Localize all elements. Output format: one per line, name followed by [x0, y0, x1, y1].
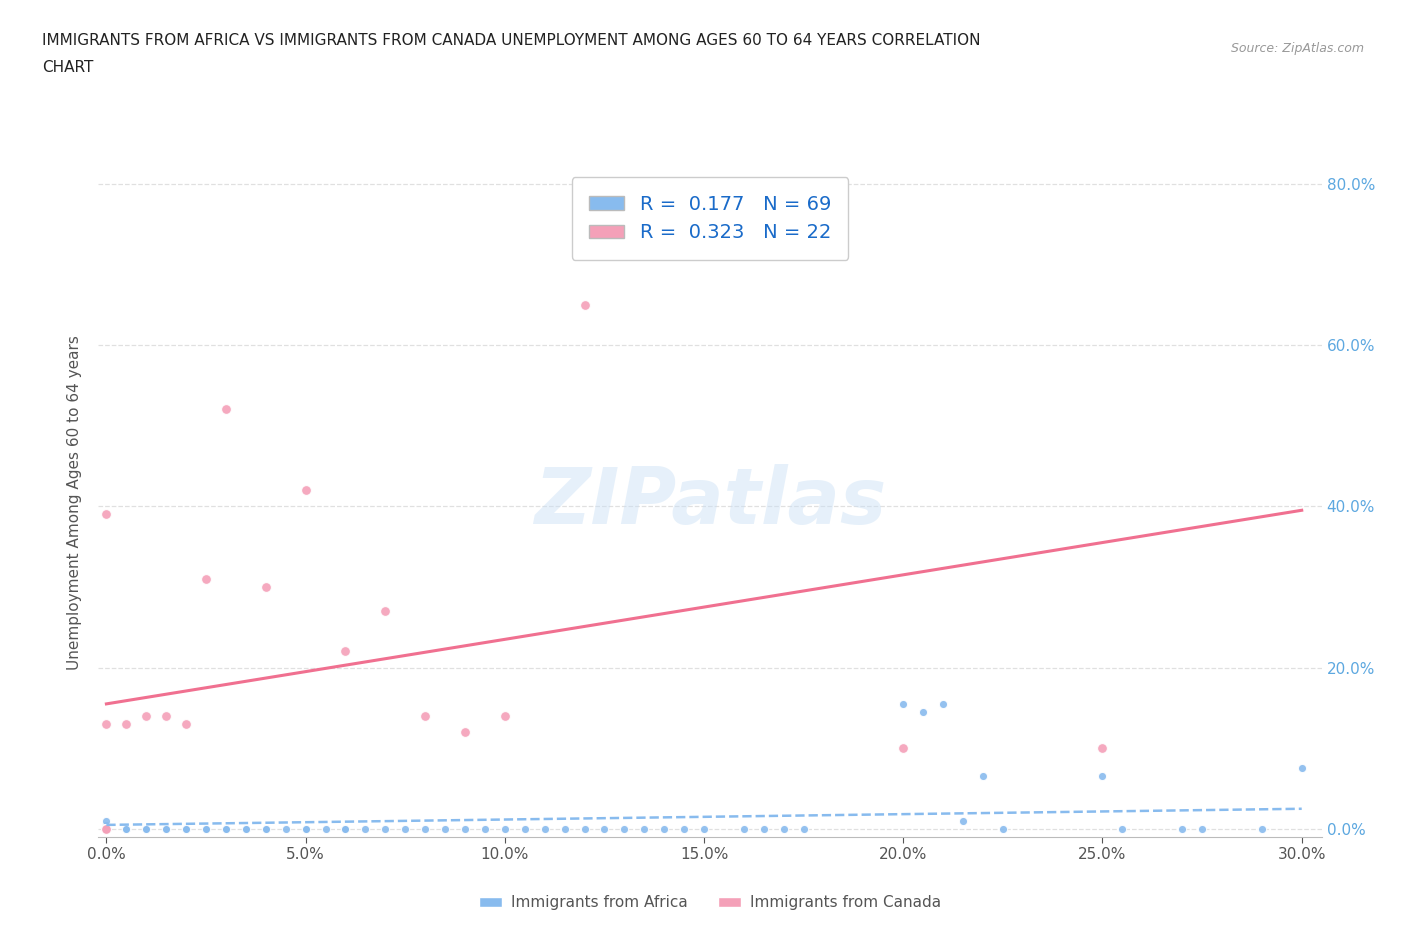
- Point: [454, 821, 477, 836]
- Point: [1250, 821, 1272, 836]
- Point: [294, 821, 316, 836]
- Point: [652, 821, 675, 836]
- Point: [932, 697, 955, 711]
- Point: [294, 483, 316, 498]
- Text: CHART: CHART: [42, 60, 94, 75]
- Point: [115, 821, 138, 836]
- Point: [96, 817, 118, 832]
- Point: [1171, 821, 1194, 836]
- Point: [513, 821, 536, 836]
- Point: [96, 817, 118, 832]
- Point: [394, 821, 416, 836]
- Point: [593, 821, 616, 836]
- Point: [174, 821, 197, 836]
- Point: [474, 821, 496, 836]
- Point: [891, 697, 914, 711]
- Point: [374, 604, 396, 618]
- Point: [155, 709, 177, 724]
- Legend: Immigrants from Africa, Immigrants from Canada: Immigrants from Africa, Immigrants from …: [472, 889, 948, 916]
- Point: [96, 821, 118, 836]
- Point: [96, 821, 118, 836]
- Point: [115, 717, 138, 732]
- Point: [174, 821, 197, 836]
- Point: [96, 821, 118, 836]
- Point: [155, 821, 177, 836]
- Point: [96, 507, 118, 522]
- Point: [96, 717, 118, 732]
- Point: [494, 709, 516, 724]
- Point: [215, 402, 238, 417]
- Point: [135, 709, 157, 724]
- Point: [215, 821, 238, 836]
- Point: [1091, 769, 1114, 784]
- Point: [254, 821, 277, 836]
- Point: [772, 821, 794, 836]
- Point: [574, 821, 596, 836]
- Y-axis label: Unemployment Among Ages 60 to 64 years: Unemployment Among Ages 60 to 64 years: [67, 335, 83, 670]
- Point: [335, 821, 357, 836]
- Point: [952, 814, 974, 829]
- Point: [533, 821, 555, 836]
- Point: [374, 821, 396, 836]
- Point: [96, 821, 118, 836]
- Point: [693, 821, 716, 836]
- Point: [315, 821, 337, 836]
- Point: [574, 297, 596, 312]
- Point: [294, 821, 316, 836]
- Point: [633, 821, 655, 836]
- Text: ZIPatlas: ZIPatlas: [534, 464, 886, 540]
- Point: [96, 821, 118, 836]
- Point: [115, 821, 138, 836]
- Point: [1191, 821, 1213, 836]
- Point: [195, 821, 218, 836]
- Point: [174, 821, 197, 836]
- Point: [115, 821, 138, 836]
- Point: [235, 821, 257, 836]
- Point: [454, 724, 477, 739]
- Point: [215, 821, 238, 836]
- Point: [972, 769, 994, 784]
- Point: [215, 821, 238, 836]
- Point: [254, 821, 277, 836]
- Point: [673, 821, 696, 836]
- Point: [1111, 821, 1133, 836]
- Text: IMMIGRANTS FROM AFRICA VS IMMIGRANTS FROM CANADA UNEMPLOYMENT AMONG AGES 60 TO 6: IMMIGRANTS FROM AFRICA VS IMMIGRANTS FRO…: [42, 33, 980, 47]
- Point: [1091, 741, 1114, 756]
- Text: Source: ZipAtlas.com: Source: ZipAtlas.com: [1230, 42, 1364, 55]
- Point: [274, 821, 297, 836]
- Point: [912, 705, 935, 720]
- Point: [991, 821, 1014, 836]
- Point: [1291, 761, 1313, 776]
- Point: [195, 571, 218, 586]
- Point: [96, 814, 118, 829]
- Point: [195, 821, 218, 836]
- Point: [254, 579, 277, 594]
- Point: [335, 821, 357, 836]
- Point: [96, 821, 118, 836]
- Point: [752, 821, 775, 836]
- Point: [494, 821, 516, 836]
- Point: [413, 709, 436, 724]
- Point: [413, 821, 436, 836]
- Point: [96, 821, 118, 836]
- Point: [96, 821, 118, 836]
- Point: [354, 821, 377, 836]
- Point: [613, 821, 636, 836]
- Point: [793, 821, 815, 836]
- Point: [135, 821, 157, 836]
- Point: [733, 821, 755, 836]
- Point: [96, 821, 118, 836]
- Point: [135, 821, 157, 836]
- Point: [891, 741, 914, 756]
- Point: [235, 821, 257, 836]
- Point: [96, 821, 118, 836]
- Point: [96, 821, 118, 836]
- Point: [155, 821, 177, 836]
- Point: [554, 821, 576, 836]
- Point: [174, 717, 197, 732]
- Point: [335, 644, 357, 658]
- Point: [434, 821, 457, 836]
